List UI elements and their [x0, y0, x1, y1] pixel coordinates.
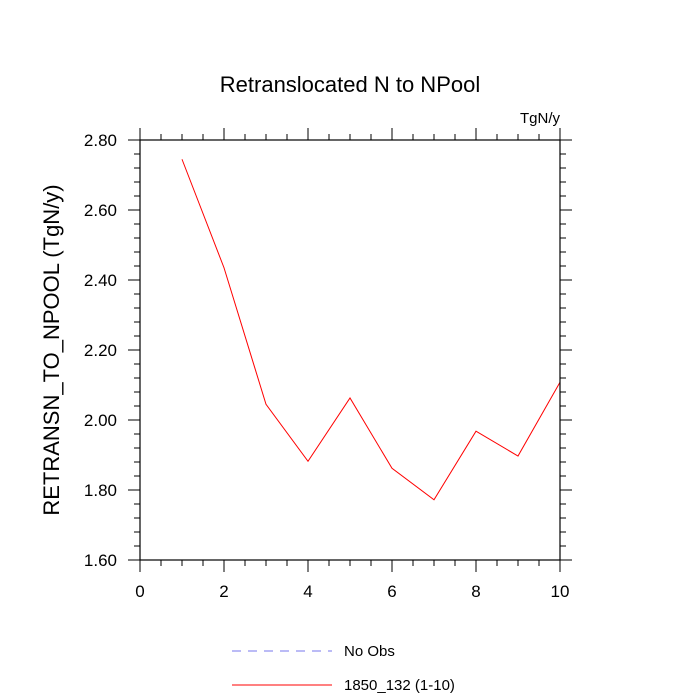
- legend: No Obs 1850_132 (1-10): [232, 643, 455, 694]
- chart-title: Retranslocated N to NPool: [220, 72, 480, 97]
- y-tick-label: 2.00: [84, 411, 117, 430]
- x-tick-label: 10: [551, 582, 570, 601]
- y-tick-label: 1.60: [84, 551, 117, 570]
- axis-tick-labels: 0 2 4 6 8 10 1.60 1.80 2.00 2.20 2.40 2.60 2.80: [84, 131, 570, 601]
- y-axis-label: RETRANSN_TO_NPOOL (TgN/y): [39, 184, 64, 515]
- legend-label-no-obs: No Obs: [344, 643, 395, 660]
- y-tick-label: 2.20: [84, 341, 117, 360]
- y-tick-label: 2.60: [84, 201, 117, 220]
- axis-ticks: [128, 128, 572, 572]
- series-line: [181, 159, 561, 501]
- data-series: [181, 159, 561, 501]
- x-tick-label: 6: [387, 582, 396, 601]
- x-tick-label: 4: [303, 582, 312, 601]
- y-tick-label: 2.40: [84, 271, 117, 290]
- y-tick-label: 2.80: [84, 131, 117, 150]
- x-tick-label: 0: [135, 582, 144, 601]
- x-tick-label: 2: [219, 582, 228, 601]
- x-tick-label: 8: [471, 582, 480, 601]
- units-label: TgN/y: [520, 110, 561, 127]
- legend-label-series: 1850_132 (1-10): [344, 677, 455, 694]
- y-tick-label: 1.80: [84, 481, 117, 500]
- plot-frame: [139, 139, 561, 561]
